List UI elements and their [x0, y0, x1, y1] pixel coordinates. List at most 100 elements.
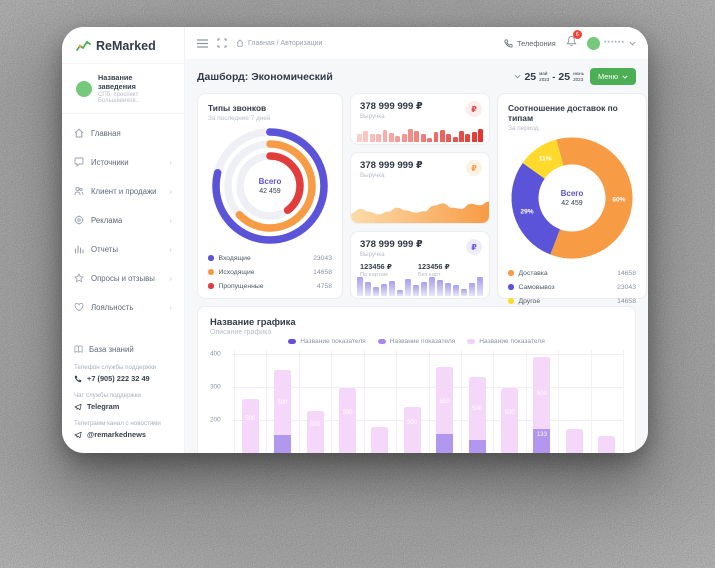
- big-legend-label: Название показателя: [300, 338, 366, 345]
- chevron-right-icon: ›: [169, 187, 172, 196]
- venue-selector[interactable]: Название заведения СПб, проспект Большев…: [62, 64, 184, 114]
- big-chart-card: Название графика Описание графика Назван…: [197, 306, 636, 453]
- gridline-v: [558, 350, 560, 453]
- delivery-legend-row: Доставка 14658: [508, 266, 636, 280]
- calls-legend-label: Исходящие: [218, 268, 255, 276]
- revenue-card-purple: 378 999 999 ₽ Выручка ₽123456 ₽ По картам 12…: [350, 231, 490, 299]
- big-legend-swatch: [288, 339, 297, 344]
- mini-bar: [452, 285, 460, 296]
- hamburger-menu-icon[interactable]: [197, 38, 208, 48]
- mini-bar: [428, 277, 436, 296]
- bar-value-label: 500: [472, 406, 483, 413]
- home-icon: [236, 39, 244, 47]
- revenue-label: Выручка: [360, 251, 385, 258]
- mini-bar: [363, 131, 369, 142]
- news-channel-link[interactable]: @remarkednews: [74, 430, 172, 439]
- gridline-v: [266, 350, 268, 453]
- notifications-button[interactable]: 6: [566, 30, 582, 52]
- gridline-h: [232, 354, 623, 355]
- calls-legend: Входящие 23043 Исходящие 14658 Пропущенные 47…: [208, 251, 332, 293]
- sidebar-item-5[interactable]: Опросы и отзывы ›: [74, 264, 172, 293]
- stacked-bar: [598, 435, 616, 453]
- sidebar-item-4[interactable]: Отчеты ›: [74, 235, 172, 264]
- fullscreen-icon[interactable]: [217, 38, 227, 48]
- logo[interactable]: ReMarked: [62, 27, 184, 64]
- date-range-picker[interactable]: 25 май 2023 - 25 июнь 2023: [514, 71, 584, 83]
- support-phone-link[interactable]: +7 (905) 222 32 49: [74, 374, 172, 383]
- sidebar-item-label: Реклама: [91, 216, 123, 225]
- mini-bar: [478, 128, 483, 142]
- sidebar-item-2[interactable]: Клиент и продажи ›: [74, 177, 172, 206]
- channel-label: Телеграмм канал с новостями: [74, 420, 161, 427]
- mini-bar: [408, 129, 413, 142]
- calls-legend-row: Исходящие 14658: [208, 265, 332, 279]
- star-icon: [74, 270, 84, 288]
- mini-bar: [364, 282, 372, 296]
- calls-legend-dot: [208, 283, 214, 289]
- big-bar-chart: 400 300 200 500 500 500 500 500 500 500 500 133 500: [210, 350, 624, 453]
- user-name: ******: [603, 39, 625, 47]
- sidebar-footer: База знаний Телефон службы поддержки +7 …: [62, 337, 184, 453]
- stacked-bar-purple-segment: [274, 434, 292, 453]
- stacked-bar: 500: [501, 387, 519, 453]
- calls-legend-value: 23043: [313, 254, 332, 262]
- stacked-bar: 500: [403, 407, 421, 453]
- mini-bar: [444, 282, 452, 296]
- mini-bar-chart: [357, 276, 483, 296]
- mini-bar: [452, 136, 458, 142]
- logo-text: ReMarked: [96, 39, 156, 53]
- delivery-legend-row: Самовывоз 23043: [508, 280, 636, 294]
- delivery-card-title: Соотношение доставок по типам: [508, 103, 618, 123]
- mini-bar: [412, 285, 420, 296]
- telephony-button[interactable]: Телефония: [504, 39, 556, 48]
- gridline-v: [331, 350, 333, 453]
- stacked-bar: 133 500: [533, 356, 551, 453]
- revenue-sub: 123456 ₽ По картам: [360, 262, 392, 278]
- sidebar-item-6[interactable]: Лояльность ›: [74, 293, 172, 322]
- gridline-v: [525, 350, 527, 453]
- user-menu[interactable]: ******: [586, 36, 636, 50]
- bar-value-label: 500: [310, 421, 321, 428]
- sidebar-item-knowledge-base[interactable]: База знаний: [74, 345, 172, 354]
- delivery-legend-label: Другое: [518, 297, 541, 305]
- calls-legend-row: Пропущенные 4758: [208, 279, 332, 293]
- sidebar-item-3[interactable]: Реклама ›: [74, 206, 172, 235]
- delivery-slice-pct: 60%: [612, 196, 626, 204]
- revenue-label: Выручка: [360, 172, 385, 179]
- revenue-value: 378 999 999 ₽: [360, 160, 423, 171]
- revenue-sub: 123456 ₽ Без карт: [418, 262, 450, 278]
- dashboard-content: Дашборд: Экономический 25 май 2023 - 25 и…: [185, 60, 648, 453]
- stacked-bar: 500: [338, 387, 356, 453]
- revenue-cards: 378 999 999 ₽ Выручка ₽378 999 999 ₽ Выручк…: [350, 93, 490, 299]
- sidebar-item-label: Отчеты: [91, 245, 118, 254]
- big-legend-label: Название показателя: [479, 338, 545, 345]
- bar-value-label: 500: [407, 419, 418, 426]
- breadcrumb[interactable]: Главная / Авторизации: [236, 39, 322, 47]
- users-icon: [74, 183, 84, 201]
- sidebar-item-1[interactable]: Источники ›: [74, 148, 172, 177]
- stacked-bar: [371, 426, 389, 453]
- mini-bar: [388, 132, 394, 142]
- app-window: ReMarked Название заведения СПб, проспек…: [62, 27, 648, 453]
- mini-bar: [396, 290, 404, 296]
- revenue-card-orange: 378 999 999 ₽ Выручка ₽: [350, 152, 490, 224]
- mini-bar: [414, 131, 420, 142]
- sidebar-item-0[interactable]: Главная: [74, 119, 172, 148]
- sidebar: ReMarked Название заведения СПб, проспек…: [62, 27, 185, 453]
- topbar: Главная / Авторизации Телефония 6 ******: [185, 27, 648, 60]
- revenue-breakdown: 123456 ₽ По картам 123456 ₽ Без карт: [360, 262, 480, 278]
- gridline-v: [234, 350, 235, 453]
- support-phone-label: Телефон службы поддержки: [74, 364, 157, 371]
- calls-card-title: Типы звонков: [208, 103, 267, 113]
- mini-bar: [459, 131, 464, 142]
- ruble-icon: ₽: [466, 101, 482, 117]
- gridline-v: [298, 350, 300, 453]
- delivery-legend-row: Другое 14658: [508, 294, 636, 308]
- stacked-bar: 500: [306, 410, 324, 453]
- big-legend-swatch: [377, 339, 386, 344]
- remarked-logo-icon: [76, 40, 91, 51]
- support-chat-link[interactable]: Telegram: [74, 402, 172, 411]
- y-axis-tick: 300: [210, 383, 221, 391]
- y-axis-tick: 200: [210, 416, 221, 424]
- menu-button[interactable]: Меню: [590, 68, 636, 85]
